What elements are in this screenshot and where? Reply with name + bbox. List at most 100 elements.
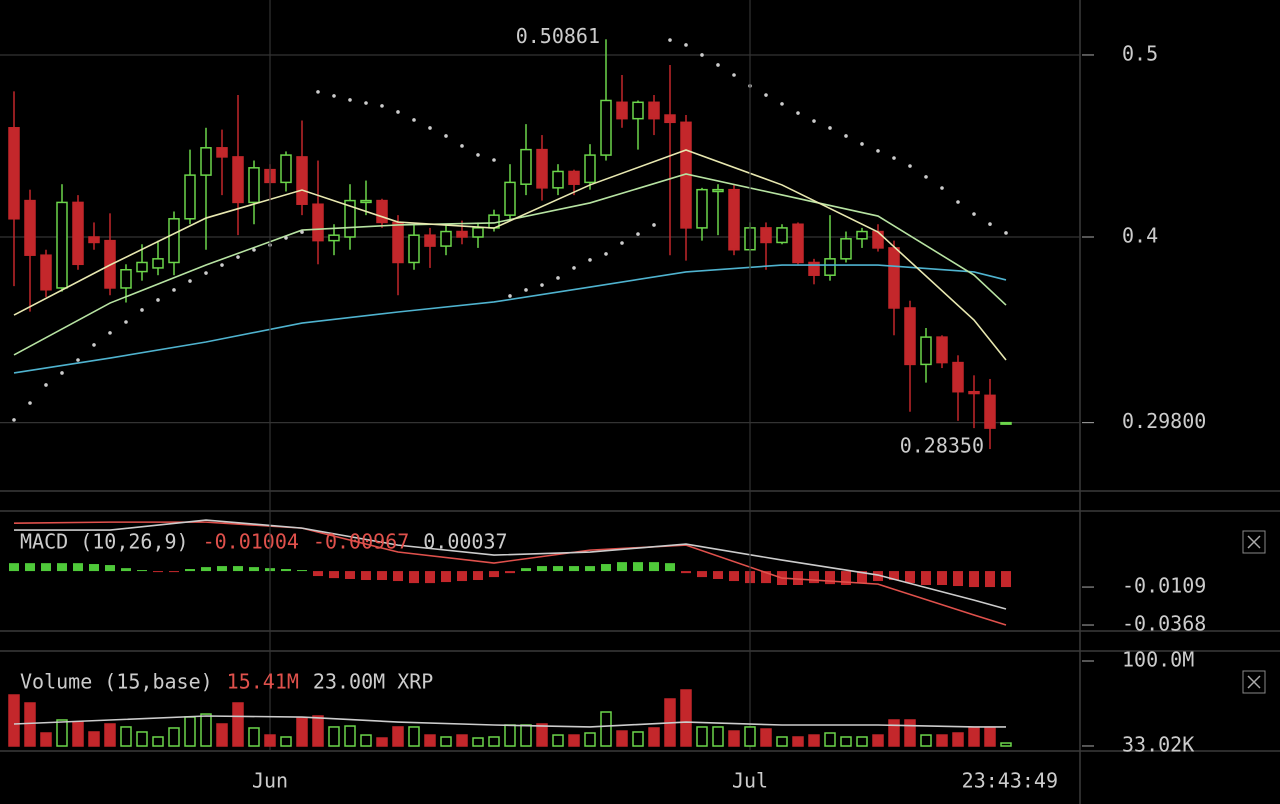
sar-dot <box>300 230 304 234</box>
candle-body <box>280 154 292 184</box>
candle-body <box>552 170 564 189</box>
candle-body <box>584 154 596 184</box>
candle-body <box>600 99 612 156</box>
candle-body <box>1000 421 1012 425</box>
y-tick-label: 33.02K <box>1122 732 1194 756</box>
sar-dot <box>908 164 912 168</box>
sar-dot <box>620 241 624 245</box>
candle-body <box>984 394 996 429</box>
volume-bar <box>680 689 692 747</box>
volume-bar <box>360 734 372 747</box>
candle-body <box>8 127 20 220</box>
macd-histogram-bar <box>217 566 227 572</box>
indicator-value: 0.00037 <box>423 530 507 554</box>
macd-histogram-bar <box>873 571 883 582</box>
candle-body <box>312 203 324 242</box>
volume-bar <box>648 727 660 747</box>
volume-bar <box>712 726 724 747</box>
close-box[interactable] <box>1242 530 1266 554</box>
volume-bar <box>88 731 100 747</box>
indicator-value: 23.00M XRP <box>313 670 433 694</box>
volume-bar <box>856 736 868 747</box>
macd-histogram-bar <box>569 566 579 572</box>
sar-dot <box>188 279 192 283</box>
volume-bar <box>344 725 356 747</box>
volume-bar <box>520 724 532 747</box>
volume-bar <box>280 736 292 747</box>
macd-histogram-bar <box>825 571 835 585</box>
macd-histogram-bar <box>409 571 419 584</box>
volume-bar <box>24 702 36 747</box>
sar-dot <box>156 298 160 302</box>
macd-histogram-bar <box>249 567 259 572</box>
candle-body <box>456 230 468 238</box>
candle-body <box>712 188 724 193</box>
y-tick-label: -0.0109 <box>1122 574 1206 598</box>
candle-body <box>168 218 180 264</box>
volume-bar <box>808 734 820 747</box>
close-button[interactable] <box>1242 530 1266 554</box>
sar-dot <box>220 263 224 267</box>
indicator-value: 15.41M <box>227 670 299 694</box>
macd-histogram-bar <box>537 566 547 572</box>
macd-histogram-bar <box>617 562 627 572</box>
candle-body <box>760 227 772 244</box>
candle-body <box>440 230 452 247</box>
sar-dot <box>12 418 16 422</box>
volume-bar <box>920 734 932 747</box>
candle-body <box>392 221 404 264</box>
volume-bar <box>616 730 628 747</box>
macd-histogram-bar <box>185 569 195 572</box>
candle-body <box>216 147 228 158</box>
volume-bar <box>104 723 116 747</box>
y-tick-label: 100.0M <box>1122 648 1194 672</box>
moving-average <box>13 149 1007 361</box>
macd-histogram-bar <box>25 563 35 572</box>
candle-body <box>360 199 372 204</box>
candle-body <box>568 170 580 185</box>
candle-body <box>920 336 932 366</box>
sar-dot <box>44 383 48 387</box>
sar-dot <box>604 252 608 256</box>
macd-histogram-bar <box>393 571 403 582</box>
volume-bar <box>936 734 948 747</box>
candle-body <box>136 261 148 273</box>
macd-histogram-bar <box>57 563 67 572</box>
indicator-value: -0.00967 <box>313 530 409 554</box>
candle-body <box>472 227 484 238</box>
sar-dot <box>332 94 336 98</box>
sar-dot <box>60 371 64 375</box>
macd-histogram-bar <box>953 571 963 587</box>
macd-histogram-bar <box>329 571 339 579</box>
indicator-title: Volume (15,base) <box>20 670 213 694</box>
macd-histogram-bar <box>921 571 931 585</box>
indicator-title: MACD (10,26,9) <box>20 530 189 554</box>
candle-body <box>888 247 900 309</box>
macd-histogram-bar <box>585 566 595 572</box>
candle-body <box>376 199 388 224</box>
volume-bar <box>472 737 484 747</box>
macd-histogram-bar <box>761 571 771 584</box>
volume-bar <box>552 734 564 747</box>
sar-dot <box>428 126 432 130</box>
volume-bar <box>136 731 148 747</box>
sar-dot <box>364 101 368 105</box>
volume-bar <box>56 719 68 747</box>
volume-bar <box>232 702 244 747</box>
sar-dot <box>652 223 656 227</box>
volume-bar <box>600 711 612 747</box>
close-icon[interactable] <box>1247 675 1261 689</box>
close-button[interactable] <box>1242 670 1266 694</box>
candle-body <box>296 156 308 205</box>
sar-dot <box>252 248 256 252</box>
price-annotation: 0.50861 <box>516 24 600 48</box>
candle-body <box>72 201 84 266</box>
macd-histogram-bar <box>489 571 499 578</box>
sar-dot <box>540 283 544 287</box>
sar-dot <box>764 93 768 97</box>
close-box[interactable] <box>1242 670 1266 694</box>
close-icon[interactable] <box>1247 535 1261 549</box>
